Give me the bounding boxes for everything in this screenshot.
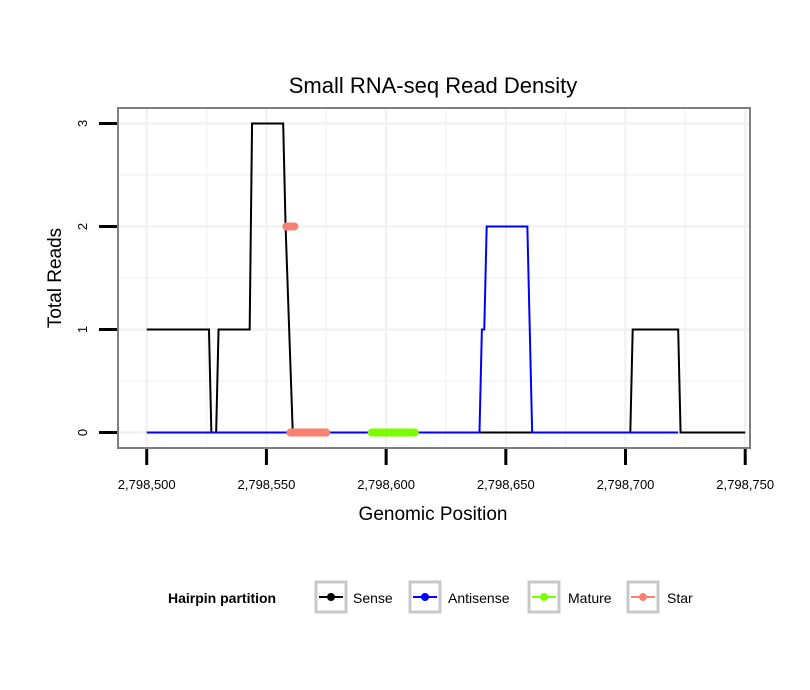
legend: Hairpin partition Sense Antisense Mature St… bbox=[168, 580, 693, 614]
y-tick-label: 3 bbox=[75, 120, 90, 127]
x-tick-label: 2,798,550 bbox=[238, 477, 296, 492]
legend-item-sense: Sense bbox=[314, 580, 393, 614]
legend-item-antisense: Antisense bbox=[408, 580, 510, 614]
legend-key-point bbox=[327, 593, 335, 601]
x-tick-label: 2,798,600 bbox=[357, 477, 415, 492]
data-series bbox=[146, 122, 746, 437]
x-axis-title: Genomic Position bbox=[359, 504, 508, 525]
legend-item-mature: Mature bbox=[527, 580, 612, 614]
y-tick-label: 1 bbox=[75, 326, 90, 333]
x-tick-label: 2,798,500 bbox=[118, 477, 176, 492]
y-axis-title: Total Reads bbox=[45, 228, 66, 328]
grid-lines bbox=[118, 108, 750, 448]
legend-title: Hairpin partition bbox=[168, 590, 276, 606]
legend-key-point bbox=[639, 593, 647, 601]
chart-title: Small RNA-seq Read Density bbox=[289, 73, 578, 98]
y-tick-label: 0 bbox=[75, 429, 90, 436]
x-tick-label: 2,798,750 bbox=[716, 477, 774, 492]
plot-panel-border bbox=[117, 107, 751, 449]
legend-key-point bbox=[421, 593, 429, 601]
y-tick-label: 2 bbox=[75, 223, 90, 230]
legend-item-star: Star bbox=[626, 580, 693, 614]
legend-label: Mature bbox=[568, 590, 612, 606]
legend-key-point bbox=[540, 593, 548, 601]
x-axis-ticks: 2,798,500 2,798,550 2,798,600 2,798,650 2,79… bbox=[118, 449, 774, 492]
y-axis-ticks: 0 1 2 3 bbox=[75, 120, 117, 436]
x-tick-label: 2,798,700 bbox=[597, 477, 655, 492]
series-line-antisense bbox=[146, 225, 679, 434]
legend-label: Star bbox=[667, 590, 693, 606]
legend-label: Antisense bbox=[448, 590, 510, 606]
legend-label: Sense bbox=[353, 590, 393, 606]
x-tick-label: 2,798,650 bbox=[477, 477, 535, 492]
